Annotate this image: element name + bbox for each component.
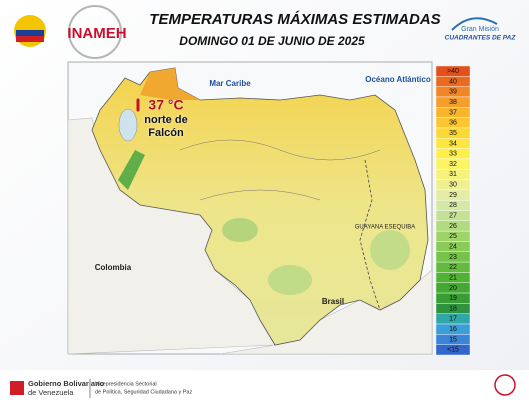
date: DOMINGO 01 DE JUNIO DE 2025 [179,34,365,48]
anniversary-logo [494,374,516,396]
legend-label: 19 [449,295,457,302]
legend-label: 30 [449,182,457,189]
legend-label: 18 [449,305,457,312]
state-borders [179,139,381,201]
legend-label: >40 [447,68,459,75]
cuadrantes-top: Gran Misión [461,26,499,33]
vice-top: Vicepresidencia Sectorial [95,381,157,387]
legend-label: 39 [449,89,457,96]
inameh-logo: INAMEH [67,25,126,42]
footer [0,370,529,408]
cuadrantes-bottom: CUADRANTES DE PAZ [445,35,517,42]
gov-bottom: de Venezuela [28,388,74,397]
legend-label: 23 [449,254,457,261]
green-zone [222,218,258,242]
legend-label: 31 [449,171,457,178]
legend-label: 24 [449,243,457,250]
sea-label: Mar Caribe [209,79,251,88]
legend-label: 28 [449,202,457,209]
title: TEMPERATURAS MÁXIMAS ESTIMADAS [149,11,440,28]
legend: >40 40 39 38 37 36 35 34 33 32 31 30 29 28 27 26 25 24 23 2… [435,65,471,356]
hot-zone [140,68,200,100]
ocean-label: Océano Atlántico [365,75,431,84]
vice-bottom: de Política, Seguridad Ciudadana y Paz [95,389,192,395]
legend-label: 34 [449,140,457,147]
lake-maracaibo [118,108,138,142]
inameh-ring [68,5,122,59]
legend-label: 17 [449,316,457,323]
legend-label: 15 [449,336,457,343]
legend-label: <15 [447,347,459,354]
country-label: Brasil [322,297,344,306]
venezuela [91,67,429,346]
legend-label: 38 [449,99,457,106]
legend-label: 29 [449,192,457,199]
andes-green [118,150,145,190]
legend-label: 16 [449,326,457,333]
esequiba-border [359,159,381,311]
flag-stripe [16,30,44,36]
gov-logo [10,381,24,395]
legend-label: 35 [449,130,457,137]
region-label: GUAYANA ESEQUIBA [355,225,415,231]
legend-label: 27 [449,213,457,220]
highlight-place: norte de Falcón [144,114,188,139]
legend-label: 32 [449,161,457,168]
country-label: Colombia [95,263,132,272]
legend-label: 37 [449,109,457,116]
cuadrantes-swoosh [451,17,498,31]
highlight-place-box: norte de Falcón [144,114,188,139]
legend-label: 40 [449,78,457,85]
gov-top: Gobierno Bolivariano [28,379,105,388]
legend-label: 21 [449,274,457,281]
green-zone [370,230,410,270]
highlight-temp: 37 °C [148,97,183,113]
legend-label: 22 [449,264,457,271]
legend-label: 36 [449,120,457,127]
flag-stripe [16,36,44,42]
legend-label: 26 [449,223,457,230]
legend-label: 20 [449,285,457,292]
legend-label: 25 [449,233,457,240]
green-zone [268,265,312,295]
legend-label: 33 [449,151,457,158]
legend-swatch [435,344,471,356]
